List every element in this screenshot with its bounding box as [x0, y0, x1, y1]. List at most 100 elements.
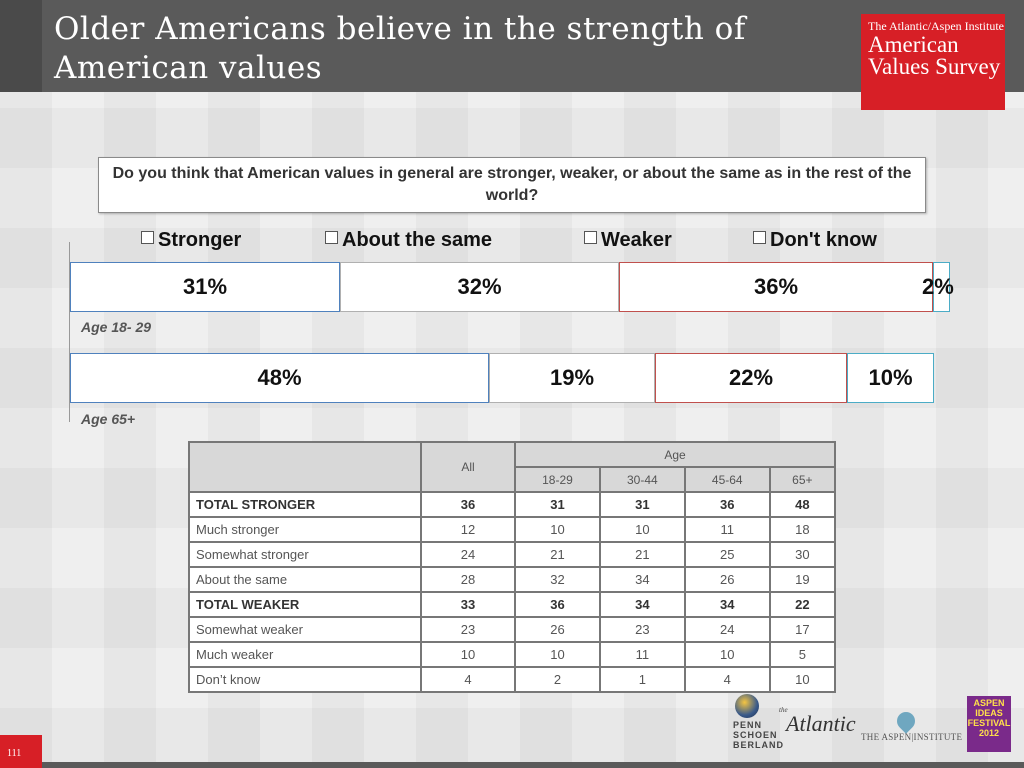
table-cell: 24: [683, 616, 771, 643]
atlantic-logo: Atlantic: [786, 711, 856, 736]
legend-swatch: [753, 231, 766, 244]
table-row: Somewhat stronger 24 21 21 25 30: [188, 541, 837, 568]
aspen-institute-logo: THE ASPEN|INSTITUTE: [861, 732, 963, 742]
table-cell: 36: [420, 491, 516, 518]
header-bar: [0, 0, 1024, 92]
table-cell: 31: [514, 491, 601, 518]
brand-kicker: The Atlantic/Aspen Institute: [868, 19, 1004, 33]
table-cell: 12: [420, 516, 516, 543]
table-cell: 23: [420, 616, 516, 643]
bar-data-label: 22%: [728, 365, 774, 390]
bar-segment-stronger: 31%: [70, 262, 340, 312]
table-cell: 10: [514, 516, 601, 543]
survey-brand-logo: The Atlantic/Aspen Institute American Va…: [861, 14, 1005, 110]
age-breakdown-table: All Age 18-29 30-44 45-64 65+ TOTAL STRONGE…: [188, 441, 837, 693]
bar-segment-stronger: 48%: [70, 353, 489, 403]
header-left-block: [0, 0, 42, 92]
table-cell: 10: [514, 641, 601, 668]
psb-globe-icon: [735, 694, 759, 718]
table-row-label: Somewhat stronger: [188, 541, 422, 568]
survey-question: Do you think that American values in gen…: [98, 157, 926, 213]
table-header-age: 30-44: [598, 466, 686, 493]
table-row-label: Much stronger: [188, 516, 422, 543]
table-cell: 10: [683, 641, 771, 668]
legend-item-dont-know: Don't know: [753, 229, 877, 252]
table-cell: 25: [683, 541, 771, 568]
table-cell: 24: [420, 541, 516, 568]
table-cell: 10: [598, 516, 686, 543]
table-cell: 34: [598, 591, 686, 618]
table-cell: 10: [420, 641, 516, 668]
table-cell: 28: [420, 566, 516, 593]
legend-swatch: [141, 231, 154, 244]
legend-label: About the same: [342, 229, 493, 251]
table-cell: 17: [768, 616, 837, 643]
bar-segment-about-the-same: 19%: [489, 353, 655, 403]
table-header-age-group: Age: [514, 441, 836, 468]
table-row-label: TOTAL WEAKER: [188, 591, 422, 618]
bar-segment-weaker: 36%: [619, 262, 933, 312]
table-row: Don’t know 4 2 1 4 10: [188, 666, 837, 693]
bar-segment-weaker: 22%: [655, 353, 847, 403]
category-label: Age 18- 29: [81, 319, 152, 335]
table-cell: 4: [683, 666, 771, 693]
page-number: 111: [7, 748, 22, 759]
table-cell: 26: [514, 616, 601, 643]
table-cell: 4: [420, 666, 516, 693]
bar-data-label: 36%: [753, 274, 799, 299]
table-cell: 21: [598, 541, 686, 568]
psb-logo-text: PENN SCHOEN BERLAND: [733, 720, 784, 750]
table-cell: 23: [598, 616, 686, 643]
table-cell: 5: [768, 641, 837, 668]
table-cell: 31: [598, 491, 686, 518]
table-cell: 33: [420, 591, 516, 618]
bar-segment-don-t-know: 10%: [847, 353, 934, 403]
table-cell: 11: [598, 641, 686, 668]
table-corner-header: [188, 441, 422, 493]
table-row: TOTAL STRONGER 36 31 31 36 48: [188, 491, 837, 518]
bar-segment-about-the-same: 32%: [340, 262, 619, 312]
footer-bar: [42, 762, 1024, 768]
bar-data-label: 32%: [457, 274, 502, 299]
table-cell: 22: [768, 591, 837, 618]
legend-item-about-the-same: About the same: [325, 229, 492, 252]
table-cell: 34: [683, 591, 771, 618]
table-header-age: 18-29: [514, 466, 601, 493]
table-row: About the same 28 32 34 26 19: [188, 566, 837, 593]
table-row: TOTAL WEAKER 33 36 34 34 22: [188, 591, 837, 618]
table-cell: 2: [514, 666, 601, 693]
legend-label: Don't know: [770, 229, 877, 251]
aspen-ideas-festival-logo: ASPEN IDEAS FESTIVAL 2012: [967, 696, 1011, 752]
legend-swatch: [584, 231, 597, 244]
table-cell: 10: [768, 666, 837, 693]
category-label: Age 65+: [81, 411, 136, 427]
table-cell: 30: [768, 541, 837, 568]
bar-data-label: 2%: [922, 274, 954, 299]
table-cell: 36: [683, 491, 771, 518]
table-cell: 48: [768, 491, 837, 518]
bar-data-label: 31%: [182, 274, 228, 299]
table-row: Much weaker 10 10 11 10 5: [188, 641, 837, 668]
table-header-age: 65+: [768, 466, 837, 493]
table-header-age: 45-64: [683, 466, 771, 493]
table-cell: 19: [768, 566, 837, 593]
bar-segment-don-t-know: 2%: [922, 262, 954, 312]
bar-data-label: 10%: [868, 365, 913, 390]
table-header-all: All: [420, 441, 516, 493]
legend-swatch: [325, 231, 338, 244]
table-cell: 32: [514, 566, 601, 593]
page-number-box: [0, 735, 42, 768]
table-cell: 26: [683, 566, 771, 593]
table-cell: 1: [598, 666, 686, 693]
table-row-label: About the same: [188, 566, 422, 593]
legend-label: Weaker: [601, 229, 672, 251]
chart-axis: [69, 242, 70, 422]
legend-label: Stronger: [158, 229, 242, 251]
legend-item-weaker: Weaker: [584, 229, 672, 252]
slide-title: Older Americans believe in the strength …: [54, 11, 746, 86]
table-cell: 11: [683, 516, 771, 543]
table-row-label: TOTAL STRONGER: [188, 491, 422, 518]
brand-name: American Values Survey: [868, 32, 1001, 79]
atlantic-logo-small-text: the: [779, 706, 788, 714]
table-row: Much stronger 12 10 10 11 18: [188, 516, 837, 543]
